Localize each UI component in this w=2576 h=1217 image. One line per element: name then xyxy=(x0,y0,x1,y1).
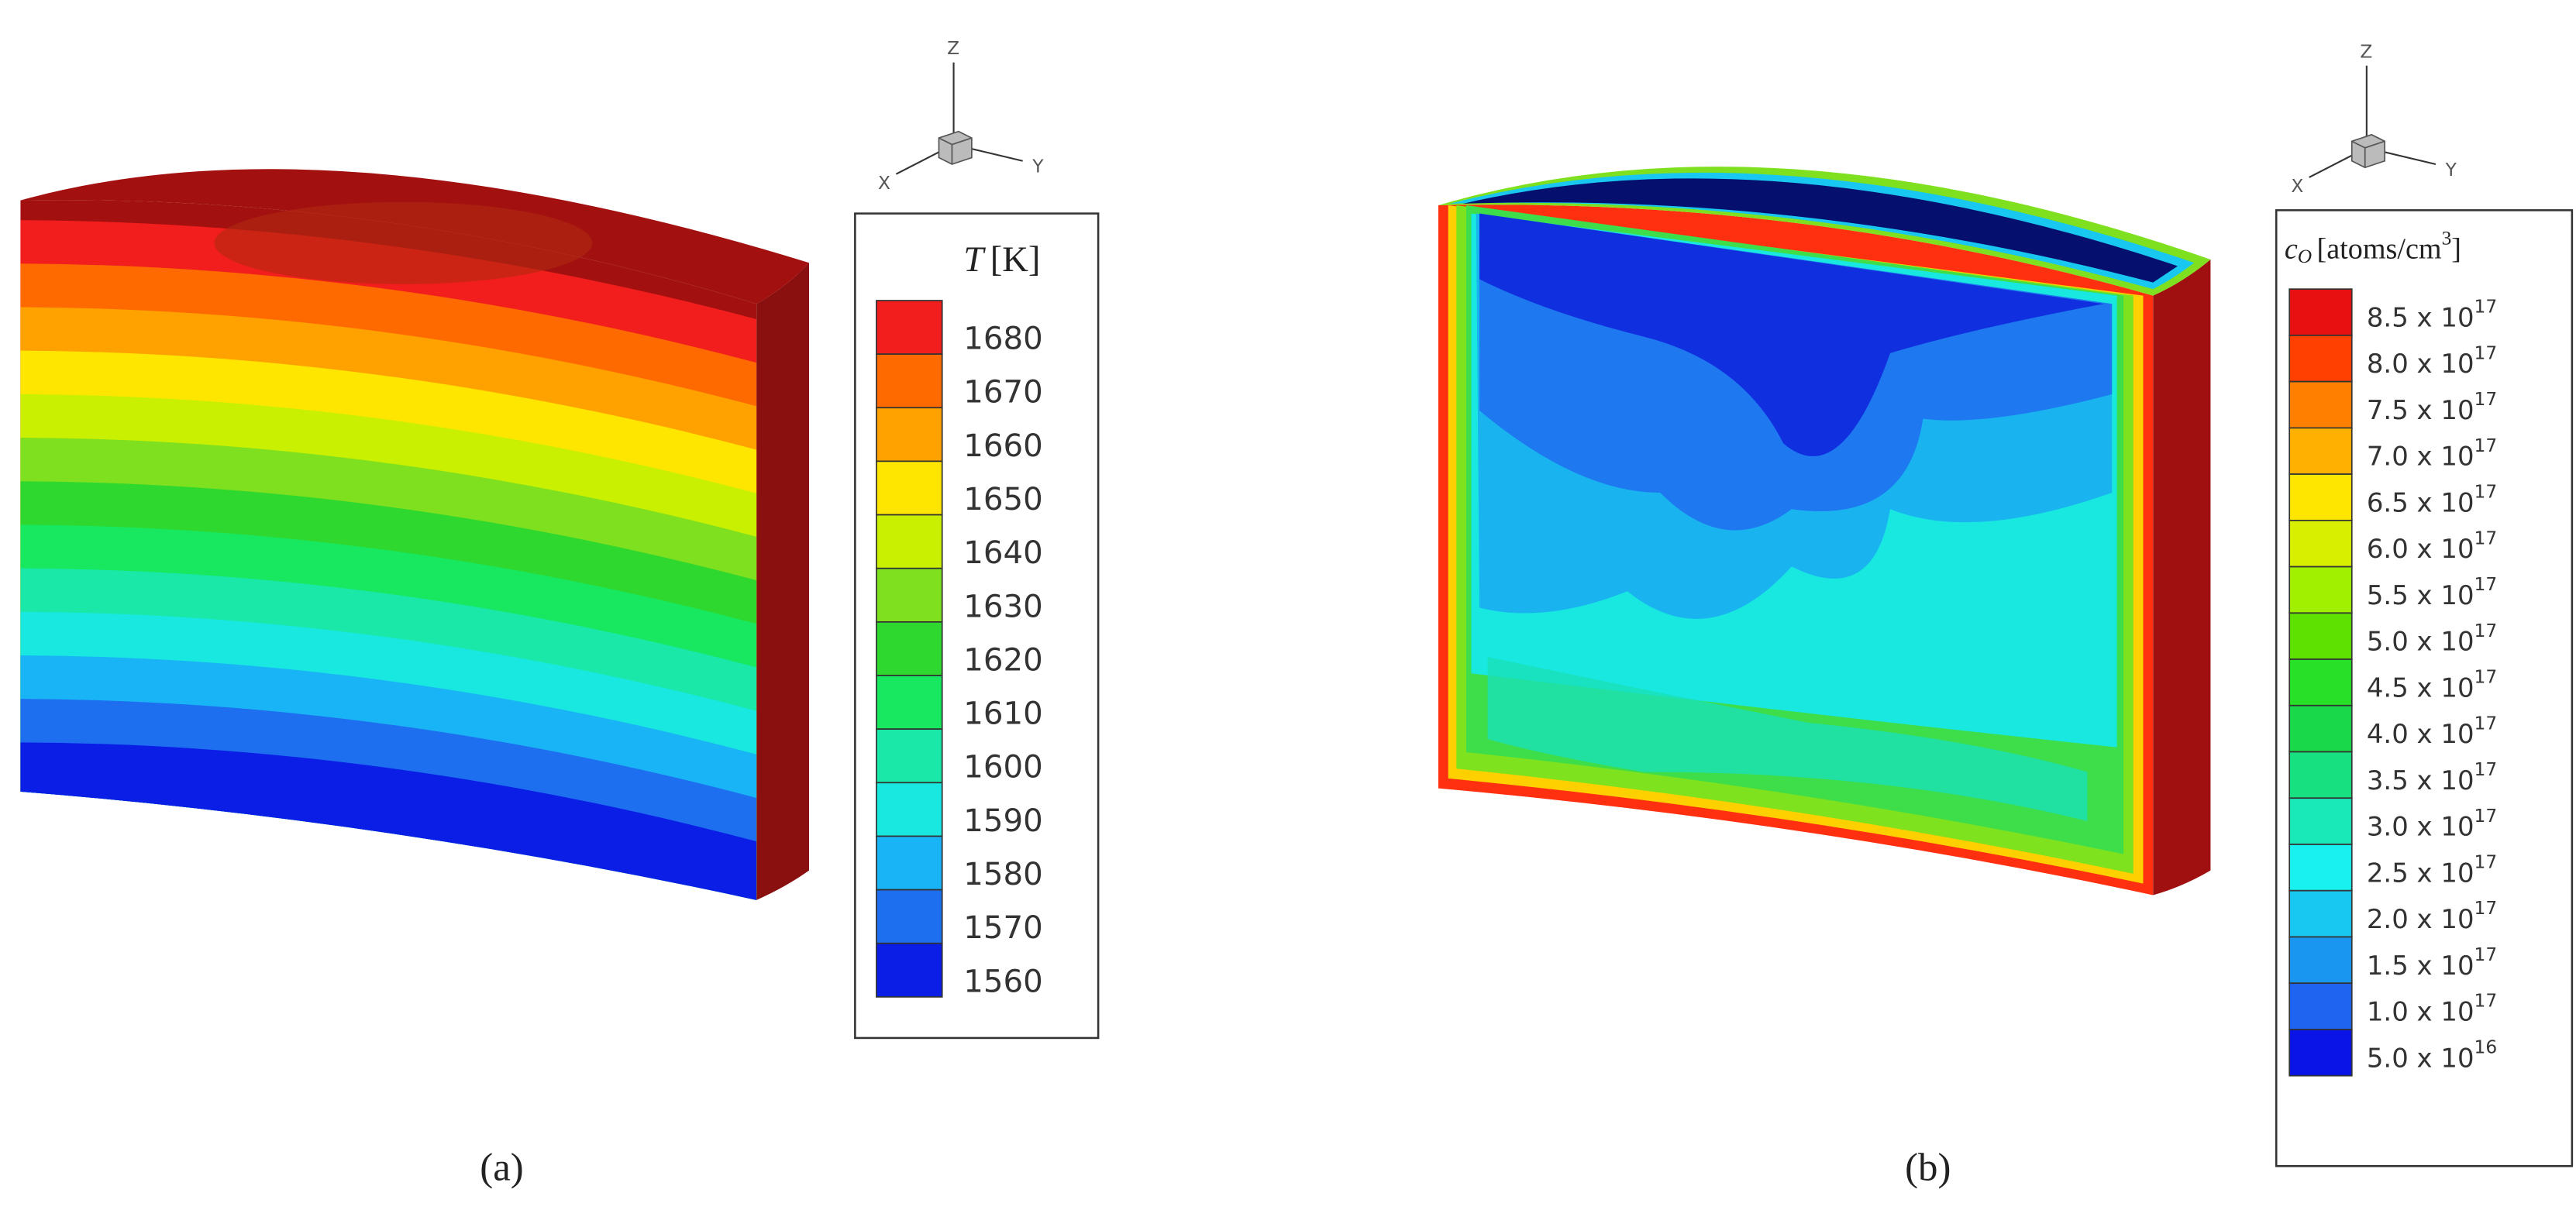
legend-label: 8.0 x 1017 xyxy=(2367,342,2497,379)
legend-label: 1680 xyxy=(963,321,1042,357)
side-face xyxy=(756,263,809,900)
legend-swatch xyxy=(876,621,943,676)
legend-label: 1630 xyxy=(963,589,1042,624)
panel-label: (a) xyxy=(480,1146,523,1189)
legend-swatch xyxy=(876,675,943,731)
legend-swatch xyxy=(876,300,943,355)
legend-swatch xyxy=(2288,566,2353,614)
top-face xyxy=(20,169,809,304)
legend-label: 3.5 x 1017 xyxy=(2367,759,2497,796)
axis-label: Z xyxy=(2360,41,2372,62)
legend-swatch xyxy=(876,835,943,891)
cube-face xyxy=(938,137,973,165)
axis-label: Y xyxy=(2445,160,2457,180)
legend-swatch xyxy=(2288,473,2353,521)
legend-swatch xyxy=(876,353,943,409)
legend-label: 5.5 x 1017 xyxy=(2367,574,2497,610)
legend-label: 1650 xyxy=(963,482,1042,517)
legend-label: 6.0 x 1017 xyxy=(2367,528,2497,564)
cube-face xyxy=(2351,140,2385,168)
legend-swatch xyxy=(876,460,943,516)
legend-label: 5.0 x 1017 xyxy=(2367,620,2497,656)
legend-swatch xyxy=(876,514,943,569)
cube xyxy=(938,130,973,165)
legend-b: 8.5 x 1017 8.0 x 1017 7.5 x 1017 7.0 x 1017… xyxy=(2288,288,2497,1077)
legend-label: 2.5 x 1017 xyxy=(2367,851,2497,888)
legend-label: 1620 xyxy=(963,642,1042,678)
legend-label: 7.5 x 1017 xyxy=(2367,389,2497,425)
legend-swatch xyxy=(2288,335,2353,383)
front-face xyxy=(20,200,757,900)
temperature-cylinder xyxy=(20,169,809,900)
front-face xyxy=(1438,205,2154,896)
legend-swatch xyxy=(2288,288,2353,336)
legend-swatch xyxy=(876,889,943,944)
legend-swatch xyxy=(2288,658,2353,706)
axis-label: X xyxy=(2291,176,2303,197)
legend-label: 4.5 x 1017 xyxy=(2367,666,2497,703)
legend-swatch xyxy=(876,782,943,837)
legend-swatch xyxy=(2288,844,2353,892)
legend-label: 1.5 x 1017 xyxy=(2367,944,2497,980)
legend-label: 1660 xyxy=(963,428,1042,464)
axis-triad: Z X Y xyxy=(878,38,1044,194)
axis-label: Z xyxy=(947,38,959,59)
side-face xyxy=(2153,259,2211,896)
legend-label: 1600 xyxy=(963,750,1042,786)
legend-swatch xyxy=(2288,704,2353,753)
legend-swatch xyxy=(2288,797,2353,845)
legend-swatch xyxy=(2288,427,2353,475)
legend-label: 1.0 x 1017 xyxy=(2367,990,2497,1026)
legend-swatch xyxy=(2288,1029,2353,1077)
top-face xyxy=(1462,178,2178,283)
concentration-cylinder xyxy=(1438,167,2211,896)
legend-swatch xyxy=(2288,519,2353,568)
legend-label: 4.0 x 1017 xyxy=(2367,713,2497,749)
legend-label: 1590 xyxy=(963,803,1042,839)
panel-label: (b) xyxy=(1905,1146,1951,1189)
legend-swatch xyxy=(2288,936,2353,985)
legend-swatch xyxy=(2288,889,2353,938)
legend-label: 8.5 x 1017 xyxy=(2367,296,2497,332)
legend-swatch xyxy=(2288,982,2353,1030)
cube xyxy=(2350,133,2386,169)
legend-label: 1580 xyxy=(963,857,1042,892)
legend-label: 1570 xyxy=(963,910,1042,946)
legend-swatch xyxy=(876,942,943,998)
axis-label: X xyxy=(878,173,890,194)
top-shade xyxy=(214,201,593,284)
legend-title: T [K] xyxy=(963,239,1040,280)
legend-title: cO [atoms/cm3] xyxy=(2285,226,2461,266)
legend-label: 7.0 x 1017 xyxy=(2367,435,2497,471)
axis-triad: Z X Y xyxy=(2291,41,2457,197)
legend-label: 3.0 x 1017 xyxy=(2367,805,2497,841)
legend-label: 2.0 x 1017 xyxy=(2367,898,2497,934)
legend-label: 1560 xyxy=(963,964,1042,999)
legend-label: 1640 xyxy=(963,535,1042,571)
legend-label: 1610 xyxy=(963,696,1042,732)
legend-a: 1680 1670 1660 1650 1640 1630 1620 1610 1600 1590… xyxy=(876,300,1043,999)
legend-swatch xyxy=(876,728,943,784)
legend-swatch xyxy=(2288,380,2353,429)
axis-label: Y xyxy=(1031,156,1044,177)
legend-swatch xyxy=(2288,612,2353,660)
legend-swatch xyxy=(876,567,943,623)
legend-swatch xyxy=(876,407,943,462)
legend-swatch xyxy=(2288,751,2353,799)
legend-label: 1670 xyxy=(963,375,1042,411)
legend-label: 5.0 x 1016 xyxy=(2367,1037,2497,1073)
legend-label: 6.5 x 1017 xyxy=(2367,481,2497,517)
